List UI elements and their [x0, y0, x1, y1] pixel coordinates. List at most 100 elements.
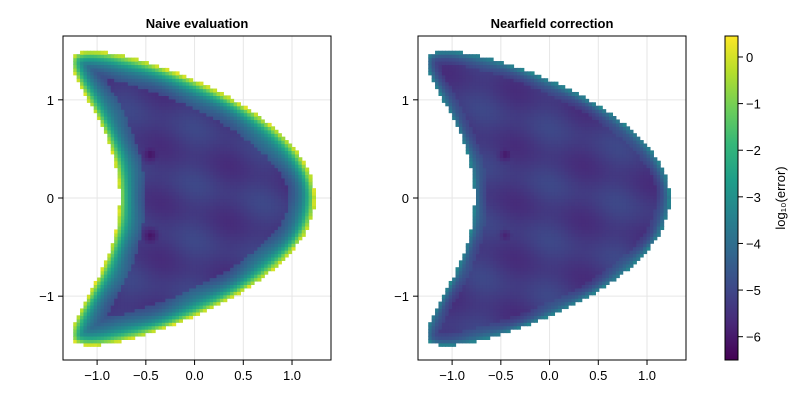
heatmap-cell — [455, 287, 460, 292]
heatmap-cell — [465, 136, 470, 141]
heatmap-cell — [254, 133, 259, 138]
heatmap-cell — [110, 85, 115, 90]
heatmap-cell — [114, 256, 119, 261]
heatmap-cell — [114, 64, 119, 69]
heatmap-cell — [206, 270, 211, 275]
heatmap-cell — [223, 129, 228, 134]
heatmap-cell — [107, 85, 112, 90]
heatmap-cell — [226, 291, 231, 296]
heatmap-cell — [120, 129, 125, 134]
heatmap-cell — [267, 177, 272, 182]
heatmap-cell — [202, 126, 207, 131]
heatmap-cell — [496, 311, 501, 316]
heatmap-cell — [148, 71, 153, 76]
heatmap-cell — [196, 239, 201, 244]
heatmap-cell — [185, 284, 190, 289]
heatmap-cell — [100, 112, 105, 117]
heatmap-cell — [178, 105, 183, 110]
heatmap-cell — [465, 91, 470, 96]
heatmap-cell — [489, 67, 494, 72]
heatmap-cell — [151, 78, 156, 83]
heatmap-cell — [138, 133, 143, 138]
heatmap-cell — [291, 205, 296, 210]
heatmap-cell — [250, 126, 255, 131]
heatmap-cell — [138, 243, 143, 248]
heatmap-cell — [441, 315, 446, 320]
heatmap-cell — [493, 184, 498, 189]
heatmap-cell — [117, 294, 122, 299]
heatmap-cell — [172, 164, 177, 169]
heatmap-cell — [233, 116, 238, 121]
heatmap-cell — [206, 246, 211, 251]
heatmap-cell — [465, 305, 470, 310]
heatmap-cell — [489, 95, 494, 100]
heatmap-cell — [120, 177, 125, 182]
heatmap-cell — [219, 198, 224, 203]
heatmap-cell — [127, 325, 132, 330]
heatmap-cell — [305, 219, 310, 224]
heatmap-cell — [475, 195, 480, 200]
heatmap-cell — [168, 198, 173, 203]
heatmap-cell — [209, 133, 214, 138]
heatmap-cell — [158, 243, 163, 248]
heatmap-cell — [165, 308, 170, 313]
heatmap-cell — [192, 119, 197, 124]
heatmap-cell — [168, 267, 173, 272]
heatmap-cell — [219, 222, 224, 227]
heatmap-cell — [206, 267, 211, 272]
heatmap-cell — [475, 191, 480, 196]
heatmap-cell — [475, 239, 480, 244]
heatmap-cell — [185, 212, 190, 217]
heatmap-cell — [185, 219, 190, 224]
heatmap-cell — [168, 270, 173, 275]
heatmap-cell — [274, 191, 279, 196]
heatmap-cell — [172, 212, 177, 217]
heatmap-cell — [264, 146, 269, 151]
heatmap-cell — [127, 250, 132, 255]
heatmap-cell — [93, 284, 98, 289]
heatmap-cell — [124, 177, 129, 182]
heatmap-cell — [274, 250, 279, 255]
heatmap-cell — [482, 191, 487, 196]
heatmap-cell — [199, 219, 204, 224]
heatmap-cell — [291, 157, 296, 162]
heatmap-cell — [107, 54, 112, 59]
heatmap-cell — [216, 102, 221, 107]
heatmap-cell — [144, 91, 149, 96]
heatmap-cell — [120, 250, 125, 255]
heatmap-cell — [138, 71, 143, 76]
heatmap-cell — [114, 236, 119, 241]
heatmap-cell — [165, 91, 170, 96]
heatmap-cell — [472, 287, 477, 292]
heatmap-cell — [213, 171, 218, 176]
heatmap-cell — [284, 191, 289, 196]
heatmap-cell — [209, 239, 214, 244]
heatmap-cell — [267, 143, 272, 148]
heatmap-cell — [103, 263, 108, 268]
heatmap-cell — [493, 95, 498, 100]
heatmap-cell — [168, 291, 173, 296]
heatmap-cell — [493, 116, 498, 121]
heatmap-cell — [185, 222, 190, 227]
heatmap-cell — [172, 301, 177, 306]
heatmap-cell — [100, 294, 105, 299]
heatmap-cell — [264, 270, 269, 275]
heatmap-cell — [216, 212, 221, 217]
heatmap-cell — [182, 232, 187, 237]
heatmap-cell — [192, 81, 197, 86]
heatmap-cell — [455, 294, 460, 299]
heatmap-cell — [151, 91, 156, 96]
heatmap-cell — [281, 143, 286, 148]
heatmap-cell — [182, 246, 187, 251]
heatmap-cell — [206, 112, 211, 117]
heatmap-cell — [151, 102, 156, 107]
heatmap-cell — [73, 54, 78, 59]
heatmap-cell — [144, 85, 149, 90]
heatmap-cell — [469, 119, 474, 124]
heatmap-cell — [182, 225, 187, 231]
heatmap-cell — [455, 57, 460, 62]
heatmap-cell — [117, 102, 122, 107]
heatmap-cell — [172, 256, 177, 261]
heatmap-cell — [202, 305, 207, 310]
heatmap-cell — [93, 339, 98, 344]
